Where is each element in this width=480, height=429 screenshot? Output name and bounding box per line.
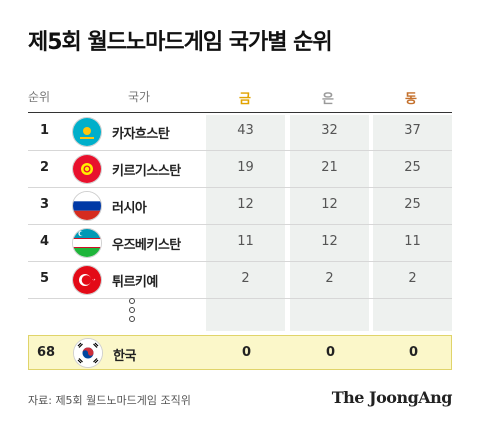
rank-value: 4	[40, 234, 50, 249]
row-divider	[28, 150, 452, 151]
table-row: 2 키르기스스탄 19 21 25	[28, 151, 452, 186]
table-row: 4 우즈베키스탄 11 12 11	[28, 225, 452, 260]
kyrgyzstan-flag-icon	[72, 154, 102, 184]
kazakhstan-flag-icon	[72, 117, 102, 147]
silver-count: 2	[325, 271, 334, 286]
rank-value: 3	[40, 197, 50, 212]
country-name: 카자흐스탄	[112, 127, 170, 142]
bronze-count: 37	[404, 123, 421, 138]
rank-value: 1	[40, 123, 50, 138]
row-divider	[28, 261, 452, 262]
gold-count: 0	[241, 345, 252, 360]
silver-count: 0	[325, 345, 336, 360]
medal-table: 순위 국가 금 은 동 1 카자흐스탄 43 32 37 2 키르기스스탄 19…	[28, 82, 452, 370]
header-country: 국가	[128, 90, 151, 104]
country-name: 한국	[113, 349, 136, 364]
table-row: 3 러시아 12 12 25	[28, 188, 452, 223]
table-row: 1 카자흐스탄 43 32 37	[28, 114, 452, 149]
russia-flag-icon	[72, 191, 102, 221]
ellipsis-icon	[129, 298, 135, 325]
highlighted-row-korea: 68 한국 0 0 0	[28, 335, 452, 370]
gold-count: 12	[237, 197, 254, 212]
bronze-count: 2	[408, 271, 417, 286]
header-rank: 순위	[28, 90, 51, 104]
bronze-column-bg	[373, 115, 452, 331]
brand-logo: The JoongAng	[331, 388, 453, 407]
rank-value: 68	[37, 345, 56, 360]
silver-count: 21	[321, 160, 338, 175]
chart-title: 제5회 월드노마드게임 국가별 순위	[28, 30, 333, 55]
row-divider	[28, 187, 452, 188]
header-divider	[28, 112, 452, 113]
header-silver: 은	[322, 92, 334, 107]
country-name: 키르기스스탄	[112, 164, 181, 179]
silver-count: 12	[321, 234, 338, 249]
country-name: 우즈베키스탄	[112, 238, 181, 253]
row-divider	[28, 298, 452, 299]
bronze-count: 0	[408, 345, 419, 360]
source-note: 자료: 제5회 월드노마드게임 조직위	[28, 394, 191, 407]
table-header: 순위 국가 금 은 동	[28, 82, 452, 113]
bronze-count: 25	[404, 160, 421, 175]
south-korea-flag-icon	[73, 338, 103, 368]
silver-column-bg	[290, 115, 369, 331]
gold-count: 43	[237, 123, 254, 138]
rank-value: 2	[40, 160, 50, 175]
bronze-count: 25	[404, 197, 421, 212]
country-name: 튀르키예	[112, 275, 158, 290]
header-bronze: 동	[405, 92, 417, 107]
silver-count: 12	[321, 197, 338, 212]
row-divider	[28, 224, 452, 225]
uzbekistan-flag-icon	[72, 228, 102, 258]
header-gold: 금	[239, 92, 251, 107]
gold-count: 2	[241, 271, 250, 286]
gold-count: 19	[237, 160, 254, 175]
bronze-count: 11	[404, 234, 421, 249]
gold-count: 11	[237, 234, 254, 249]
country-name: 러시아	[112, 201, 147, 216]
table-row: 5 튀르키예 2 2 2	[28, 262, 452, 297]
turkey-flag-icon	[72, 265, 102, 295]
rank-value: 5	[40, 271, 50, 286]
silver-count: 32	[321, 123, 338, 138]
gold-column-bg	[206, 115, 285, 331]
